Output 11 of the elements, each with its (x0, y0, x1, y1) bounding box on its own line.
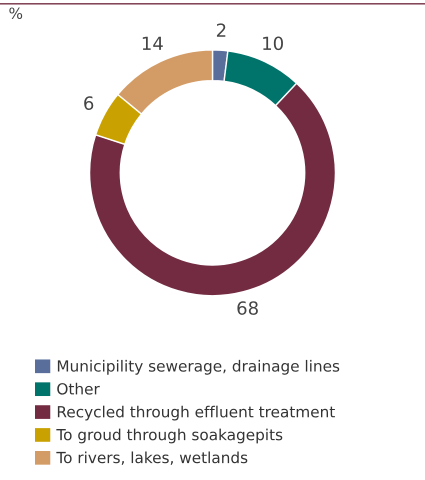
data-label: 68 (237, 301, 258, 315)
data-label: 14 (142, 36, 163, 50)
legend-label: To rivers, lakes, wetlands (56, 451, 248, 465)
legend-label: Municipility sewerage, drainage lines (58, 360, 340, 375)
data-label: 2 (216, 23, 226, 37)
legend-label: Recycled through effluent treatment (58, 406, 335, 420)
data-label: 6 (84, 96, 94, 110)
chart-title: % (9, 7, 22, 20)
data-label: 10 (263, 36, 283, 50)
legend-label: To groud through soakagepits (56, 428, 282, 444)
legend-label: Other (57, 382, 100, 395)
